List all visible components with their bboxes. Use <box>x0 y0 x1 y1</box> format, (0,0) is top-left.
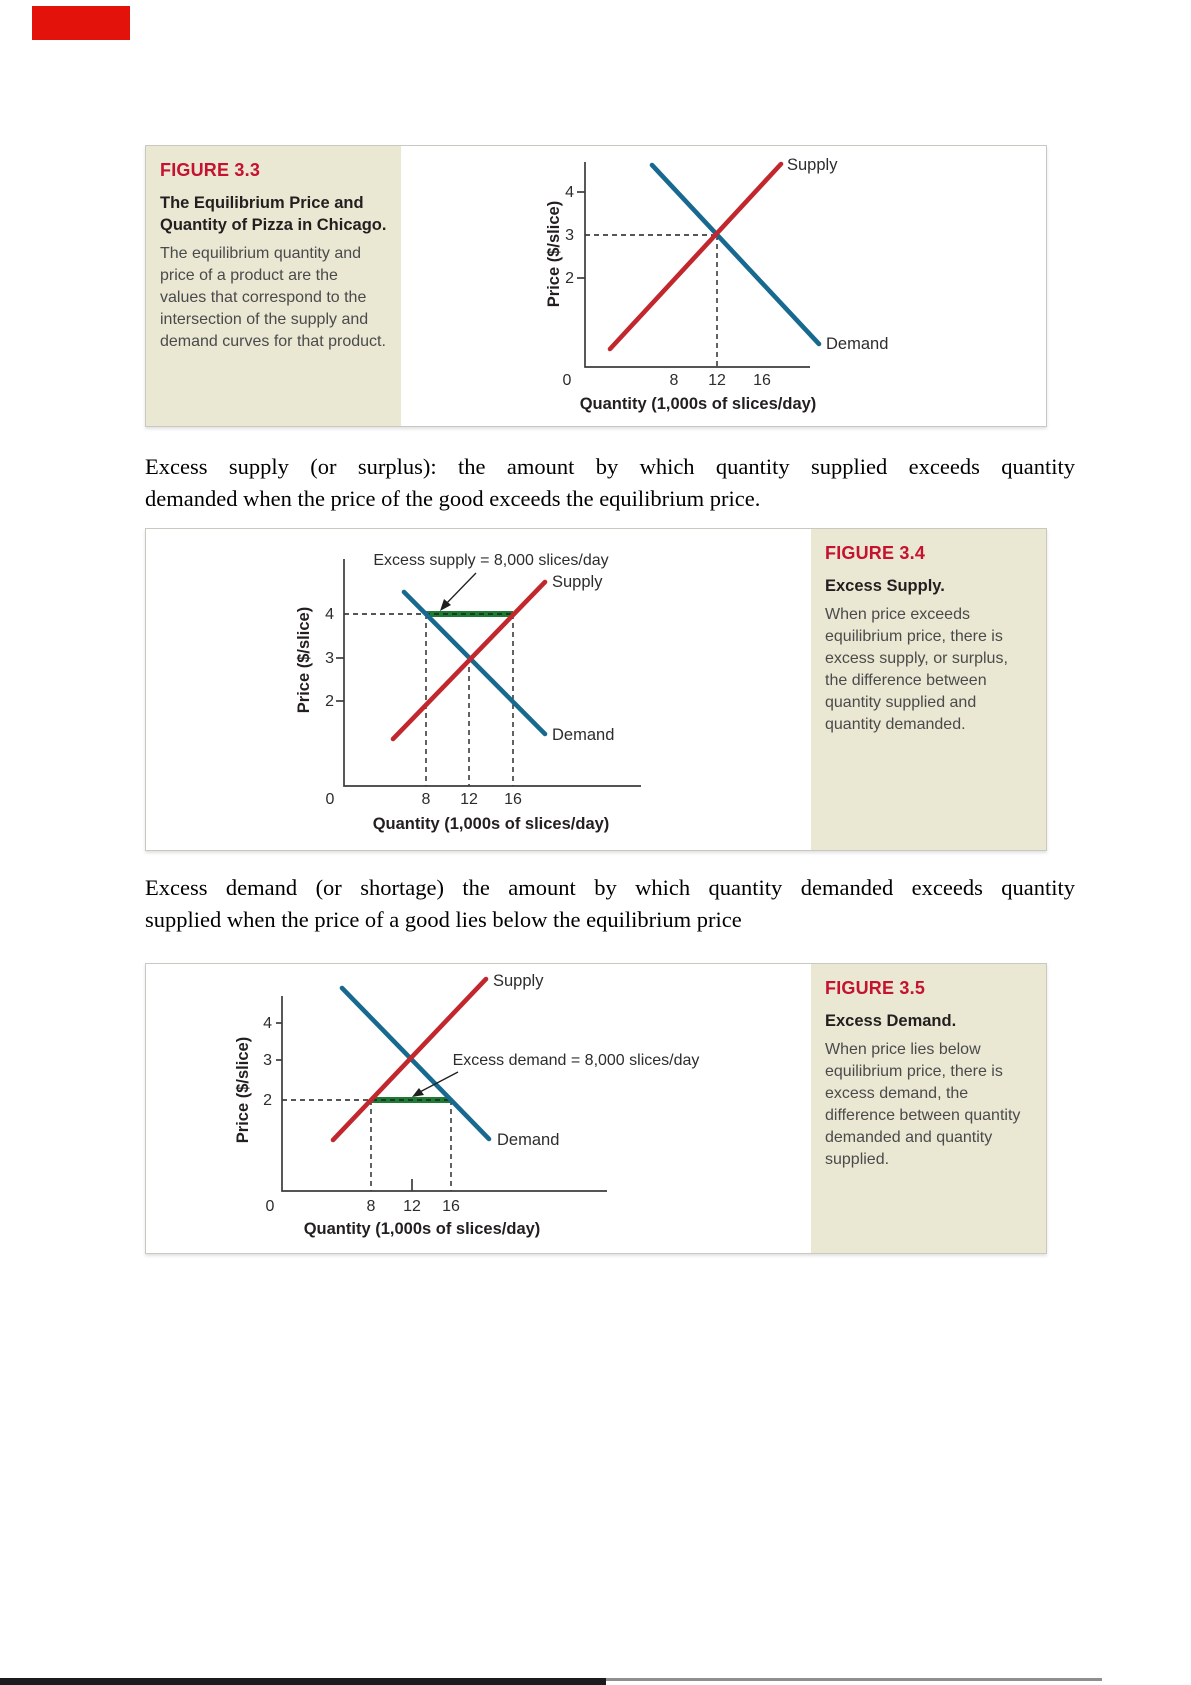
x-axis-title: Quantity (1,000s of slices/day) <box>304 1220 541 1238</box>
figure-3-4-caption-box: FIGURE 3.4 Excess Supply. When price exc… <box>811 529 1046 850</box>
supply-curve <box>607 161 784 352</box>
figure-3-4-heading: FIGURE 3.4 <box>825 543 926 563</box>
figure-3-3-caption-box: FIGURE 3.3 The Equilibrium Price and Qua… <box>146 146 401 426</box>
axes <box>584 162 810 368</box>
demand-curve <box>649 162 822 347</box>
annotation-arrow <box>415 1071 459 1095</box>
annotation-arrowhead <box>412 1088 424 1097</box>
axes <box>281 996 607 1192</box>
y-tick-label: 4 <box>325 606 334 623</box>
figure-3-5-title: Excess Demand. <box>825 1012 957 1030</box>
excess-demand-annotation: Excess demand = 8,000 slices/day <box>453 1052 700 1069</box>
excess-demand-definition: Excess demand (or shortage) the amount b… <box>145 872 1075 936</box>
y-tick-label: 2 <box>263 1092 272 1109</box>
figure-3-4-panel: FIGURE 3.4 Excess Supply. When price exc… <box>145 528 1047 851</box>
top-red-bar <box>32 6 130 40</box>
supply-curve <box>330 976 489 1143</box>
paragraph-line: Excess demand (or shortage) the amount b… <box>145 875 1075 900</box>
annotation-arrowhead <box>440 599 451 611</box>
supply-label: Supply <box>787 156 838 174</box>
bottom-bar-thin <box>606 1678 1102 1681</box>
y-tick-label: 3 <box>565 227 574 244</box>
x-tick-label: 8 <box>422 791 431 808</box>
y-tick-label: 2 <box>565 270 574 287</box>
y-tick-label: 3 <box>263 1052 272 1069</box>
figure-3-5-heading: FIGURE 3.5 <box>825 978 926 998</box>
figure-3-4-body: When price exceeds equilibrium price, th… <box>825 606 1008 733</box>
x-tick-label: 0 <box>326 791 335 808</box>
y-tick-label: 3 <box>325 650 334 667</box>
demand-label: Demand <box>497 1131 559 1149</box>
annotation-arrow <box>442 572 477 608</box>
bottom-bar-thick <box>0 1678 606 1685</box>
x-tick-label: 16 <box>753 372 771 389</box>
demand-curve <box>339 985 492 1142</box>
paragraph-line: Excess supply (or surplus): the amount b… <box>145 454 1075 479</box>
figure-3-3-body: The equilibrium quantity and price of a … <box>160 245 386 350</box>
x-tick-label: 12 <box>708 372 726 389</box>
figure-3-5-body: When price lies below equilibrium price,… <box>825 1041 1021 1168</box>
supply-curve <box>390 579 548 742</box>
demand-curve <box>401 589 548 737</box>
supply-label: Supply <box>493 972 544 990</box>
figure-3-5-caption-box: FIGURE 3.5 Excess Demand. When price lie… <box>811 964 1046 1253</box>
x-tick-label: 12 <box>403 1198 421 1215</box>
y-axis-title: Price ($/slice) <box>295 607 313 713</box>
figure-3-4-title: Excess Supply. <box>825 577 945 595</box>
x-tick-label: 16 <box>504 791 522 808</box>
demand-label: Demand <box>552 726 614 744</box>
y-tick-label: 4 <box>263 1015 272 1032</box>
figure-3-5-panel: FIGURE 3.5 Excess Demand. When price lie… <box>145 963 1047 1254</box>
x-tick-label: 16 <box>442 1198 460 1215</box>
figure-3-4-chart: Excess supply = 8,000 slices/day 4 3 2 0… <box>295 552 641 833</box>
x-tick-label: 8 <box>670 372 679 389</box>
figure-3-3-title: The Equilibrium Price and Quantity of Pi… <box>160 194 387 234</box>
figure-3-3-heading: FIGURE 3.3 <box>160 160 261 180</box>
paragraph-line: demanded when the price of the good exce… <box>145 486 761 511</box>
excess-supply-definition: Excess supply (or surplus): the amount b… <box>145 451 1075 515</box>
y-axis-title: Price ($/slice) <box>545 201 563 307</box>
y-tick-label: 2 <box>325 693 334 710</box>
figure-3-5-chart: Excess demand = 8,000 slices/day 4 3 2 0… <box>234 972 700 1238</box>
x-tick-label: 0 <box>266 1198 275 1215</box>
figure-3-3-panel: FIGURE 3.3 The Equilibrium Price and Qua… <box>145 145 1047 427</box>
axes <box>343 559 641 787</box>
x-axis-title: Quantity (1,000s of slices/day) <box>580 395 817 413</box>
demand-label: Demand <box>826 335 888 353</box>
x-tick-label: 8 <box>367 1198 376 1215</box>
x-tick-label: 0 <box>563 372 572 389</box>
paragraph-line: supplied when the price of a good lies b… <box>145 907 742 932</box>
x-tick-label: 12 <box>460 791 478 808</box>
excess-supply-annotation: Excess supply = 8,000 slices/day <box>373 552 608 569</box>
y-axis-title: Price ($/slice) <box>234 1037 252 1143</box>
y-tick-label: 4 <box>565 184 574 201</box>
figure-3-3-chart: 4 3 2 0 8 12 16 Supply Demand Quantity (… <box>545 156 888 413</box>
x-axis-title: Quantity (1,000s of slices/day) <box>373 815 610 833</box>
supply-label: Supply <box>552 573 603 591</box>
